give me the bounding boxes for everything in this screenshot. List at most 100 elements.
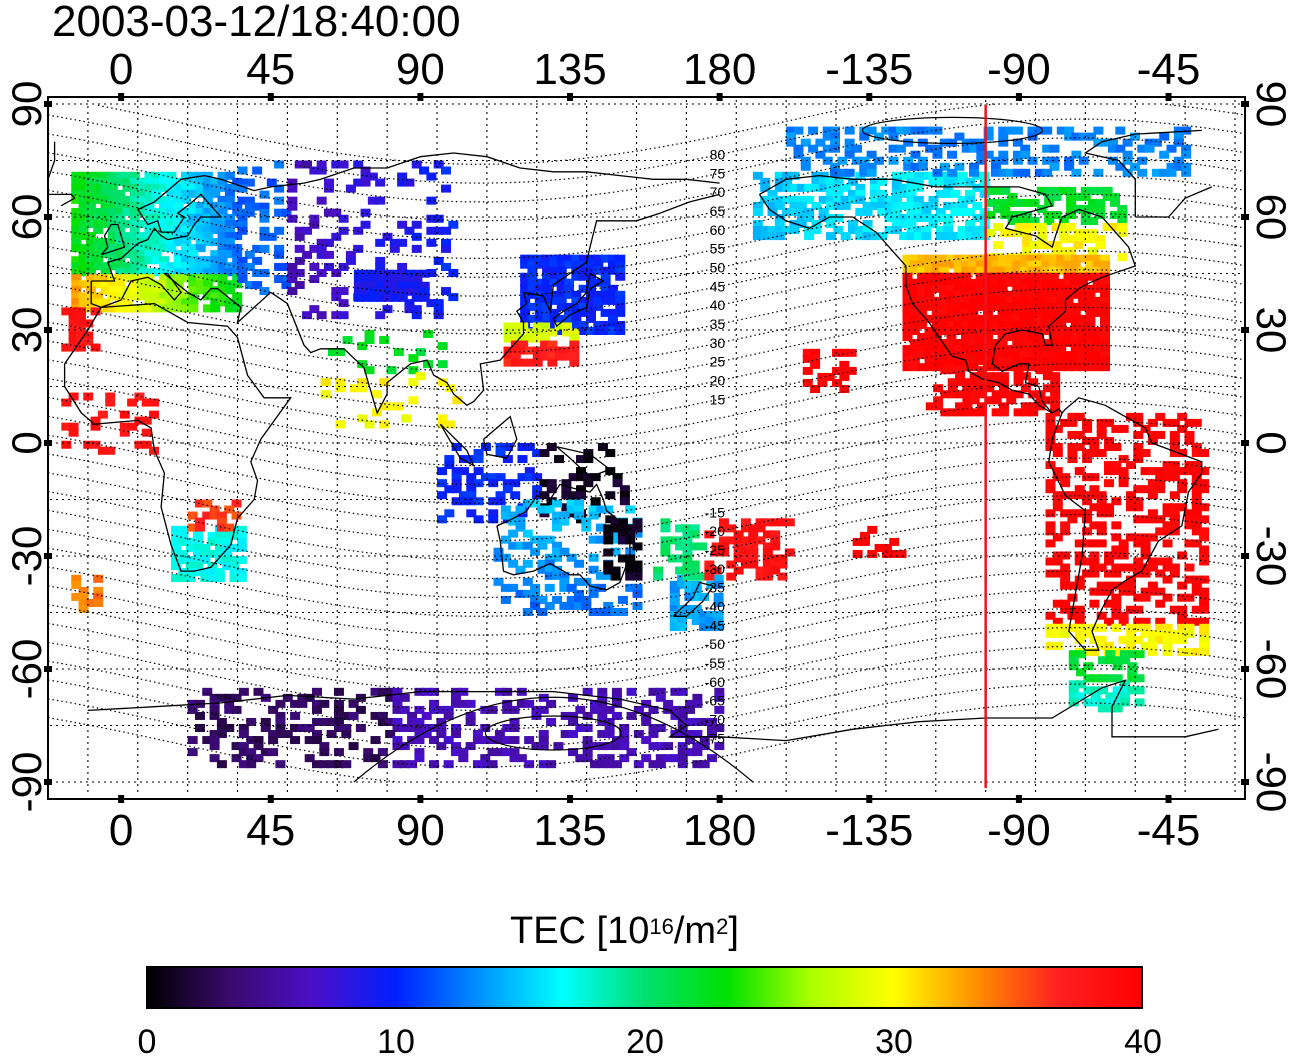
contour-label: 80 [710, 146, 726, 162]
tec-patch [144, 280, 155, 289]
tec-patch [188, 250, 199, 259]
tec-patch [1117, 253, 1128, 262]
tec-patch [1060, 599, 1071, 608]
tec-patch [297, 699, 308, 708]
tec-patch [1082, 436, 1093, 445]
tec-patch [706, 610, 717, 619]
tec-patch [921, 201, 932, 210]
tec-patch [740, 518, 751, 527]
tec-patch [1093, 138, 1104, 147]
tec-patch [188, 171, 199, 180]
tec-patch [1064, 132, 1075, 141]
tec-patch [93, 256, 104, 265]
tec-patch [932, 150, 943, 159]
tec-patch [294, 244, 305, 253]
tec-patch [252, 256, 263, 265]
tec-patch [534, 284, 545, 293]
tec-patch [238, 730, 249, 739]
tec-patch [1019, 351, 1030, 360]
tec-patch [1063, 278, 1074, 287]
tec-patch [137, 256, 148, 265]
tec-patch [984, 360, 995, 369]
tec-patch [755, 518, 766, 527]
tec-patch [574, 589, 585, 598]
tec-patch [684, 586, 695, 595]
tec-patch [946, 260, 957, 269]
tec-patch [869, 195, 880, 204]
tec-patch [961, 296, 972, 305]
tec-patch [232, 274, 243, 283]
tec-patch [1063, 363, 1074, 372]
tec-patch [855, 183, 866, 192]
tec-patch [144, 201, 155, 210]
tec-patch [774, 195, 785, 204]
tec-patch [1048, 320, 1059, 329]
tec-patch [433, 214, 444, 223]
tec-patch [704, 566, 715, 575]
tec-patch [804, 213, 815, 222]
tec-patch [85, 183, 96, 192]
tec-patch [515, 541, 526, 550]
tec-patch [1199, 647, 1210, 656]
tec-patch [1100, 138, 1111, 147]
tec-patch [762, 548, 773, 557]
tec-patch [556, 302, 567, 311]
tec-patch [281, 281, 292, 290]
tec-patch [100, 189, 111, 198]
tec-patch [576, 473, 587, 482]
tec-patch [697, 572, 708, 581]
tec-patch [368, 269, 379, 278]
tec-patch [939, 290, 950, 299]
tec-patch [682, 560, 693, 569]
tec-patch [100, 280, 111, 289]
tec-patch [556, 278, 567, 287]
tec-patch [588, 565, 599, 574]
tec-patch [1092, 254, 1103, 263]
tec-patch [127, 422, 138, 431]
frame-tick [1241, 327, 1249, 333]
tec-patch [617, 607, 628, 616]
tec-patch [928, 177, 939, 186]
tec-patch [866, 126, 877, 135]
tec-patch [383, 293, 394, 302]
tec-patch [331, 232, 342, 241]
tec-patch [1095, 241, 1106, 250]
tec-patch [173, 189, 184, 198]
tec-patch [1013, 408, 1024, 417]
tec-patch [552, 595, 563, 604]
tec-patch [166, 207, 177, 216]
tec-patch [1104, 599, 1115, 608]
tec-patch [617, 595, 628, 604]
tec-patch [134, 392, 145, 401]
tec-patch [173, 256, 184, 265]
tec-patch [122, 244, 133, 253]
tec-patch [619, 742, 630, 751]
tec-patch [655, 742, 666, 751]
tec-patch [202, 183, 213, 192]
tec-patch [707, 717, 718, 726]
tec-patch [1074, 575, 1085, 584]
tec-patch [1004, 320, 1015, 329]
tec-patch [1020, 384, 1031, 393]
tec-patch [939, 284, 950, 293]
tec-patch [593, 254, 604, 263]
tec-patch [107, 232, 118, 241]
tec-patch [677, 610, 688, 619]
colorbar-tick-label: 30 [875, 1023, 913, 1061]
tec-patch [997, 254, 1008, 263]
tec-patch [946, 296, 957, 305]
tec-patch [129, 268, 140, 277]
tec-patch [1111, 545, 1122, 554]
tec-patch [578, 302, 589, 311]
tec-patch [1104, 418, 1115, 427]
tec-patch [151, 268, 162, 277]
tec-patch [538, 730, 549, 739]
tec-patch [194, 499, 205, 508]
tec-patch [909, 278, 920, 287]
contour-line [47, 344, 1246, 429]
tec-patch [982, 296, 993, 305]
tec-patch [1092, 363, 1103, 372]
tec-patch [1117, 204, 1128, 213]
tec-patch [648, 705, 659, 714]
tec-patch [436, 717, 447, 726]
